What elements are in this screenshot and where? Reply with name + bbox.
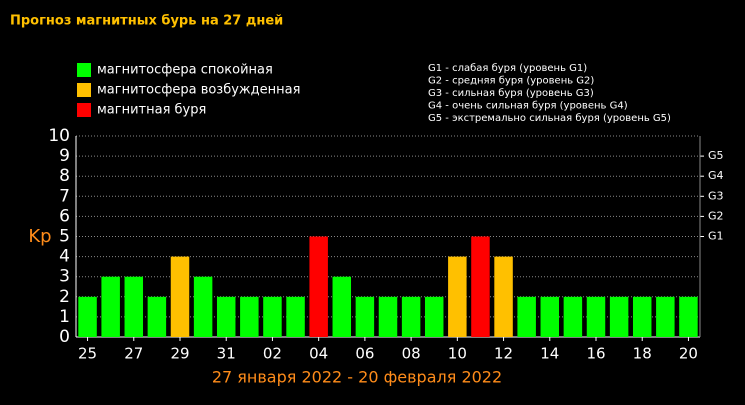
x-tick-label: 10 bbox=[448, 345, 467, 363]
y2-tick-label: G4 bbox=[708, 169, 724, 182]
y2-tick-label: G3 bbox=[708, 189, 724, 202]
bar bbox=[679, 296, 698, 337]
y-tick-label: 5 bbox=[59, 227, 70, 247]
bar bbox=[656, 296, 675, 337]
y-tick-label: 2 bbox=[59, 287, 70, 307]
bar bbox=[401, 296, 421, 337]
x-tick-label: 08 bbox=[402, 345, 421, 363]
y-tick-label: 6 bbox=[59, 206, 70, 226]
bar bbox=[286, 296, 305, 337]
storm-level-note: G1 - слабая буря (уровень G1) bbox=[428, 63, 587, 74]
x-tick-label: 27 bbox=[124, 345, 143, 363]
x-tick-label: 14 bbox=[540, 345, 559, 363]
bar bbox=[378, 296, 398, 337]
x-tick-label: 04 bbox=[309, 345, 328, 363]
storm-level-note: G3 - сильная буря (уровень G3) bbox=[428, 88, 594, 99]
y-tick-label: 3 bbox=[59, 267, 70, 287]
bar bbox=[494, 256, 513, 337]
x-axis-label: 27 января 2022 - 20 февраля 2022 bbox=[212, 368, 502, 387]
bar bbox=[309, 236, 328, 337]
bar bbox=[540, 296, 560, 337]
bar bbox=[193, 276, 213, 337]
storm-level-note: G2 - средняя буря (уровень G2) bbox=[428, 76, 594, 87]
bar bbox=[471, 236, 490, 337]
legend-swatch bbox=[77, 83, 91, 97]
bar bbox=[609, 296, 629, 337]
legend-label: магнитосфера возбужденная bbox=[97, 83, 300, 98]
y2-tick-label: G1 bbox=[708, 230, 724, 243]
bar bbox=[147, 296, 167, 337]
y-tick-label: 1 bbox=[59, 307, 70, 327]
y-tick-label: 7 bbox=[59, 186, 70, 206]
x-tick-label: 31 bbox=[217, 345, 236, 363]
bar bbox=[424, 296, 444, 337]
y-axis-label: Kp bbox=[28, 226, 51, 247]
x-tick-label: 18 bbox=[633, 345, 652, 363]
bar bbox=[632, 296, 652, 337]
legend-swatch bbox=[77, 63, 91, 77]
y-tick-label: 8 bbox=[59, 166, 70, 186]
storm-level-note: G4 - очень сильная буря (уровень G4) bbox=[428, 101, 628, 112]
legend-label: магнитная буря bbox=[97, 103, 206, 118]
y-tick-label: 4 bbox=[59, 247, 70, 267]
bar bbox=[216, 296, 236, 337]
y-tick-label: 10 bbox=[48, 126, 70, 146]
storm-level-note: G5 - экстремально сильная буря (уровень … bbox=[428, 113, 671, 124]
bar bbox=[124, 276, 144, 337]
bar bbox=[355, 296, 375, 337]
x-tick-label: 25 bbox=[78, 345, 97, 363]
chart-title: Прогноз магнитных бурь на 27 дней bbox=[10, 14, 283, 29]
x-tick-label: 02 bbox=[263, 345, 282, 363]
y2-tick-label: G5 bbox=[708, 149, 724, 162]
bar bbox=[170, 256, 190, 337]
legend-label: магнитосфера спокойная bbox=[97, 63, 273, 78]
bar bbox=[332, 276, 352, 337]
y-tick-label: 9 bbox=[59, 146, 70, 166]
x-tick-label: 20 bbox=[679, 345, 698, 363]
bar bbox=[263, 296, 282, 337]
bar bbox=[563, 296, 583, 337]
bar bbox=[101, 276, 120, 337]
bar bbox=[448, 256, 467, 337]
bar bbox=[517, 296, 536, 337]
bar bbox=[240, 296, 259, 337]
bar bbox=[586, 296, 606, 337]
x-tick-label: 29 bbox=[170, 345, 189, 363]
legend-swatch bbox=[77, 103, 91, 117]
bar bbox=[78, 296, 97, 337]
x-tick-label: 06 bbox=[355, 345, 374, 363]
y2-tick-label: G2 bbox=[708, 209, 724, 222]
x-tick-label: 16 bbox=[586, 345, 605, 363]
x-tick-label: 12 bbox=[494, 345, 513, 363]
y-tick-label: 0 bbox=[59, 327, 70, 347]
